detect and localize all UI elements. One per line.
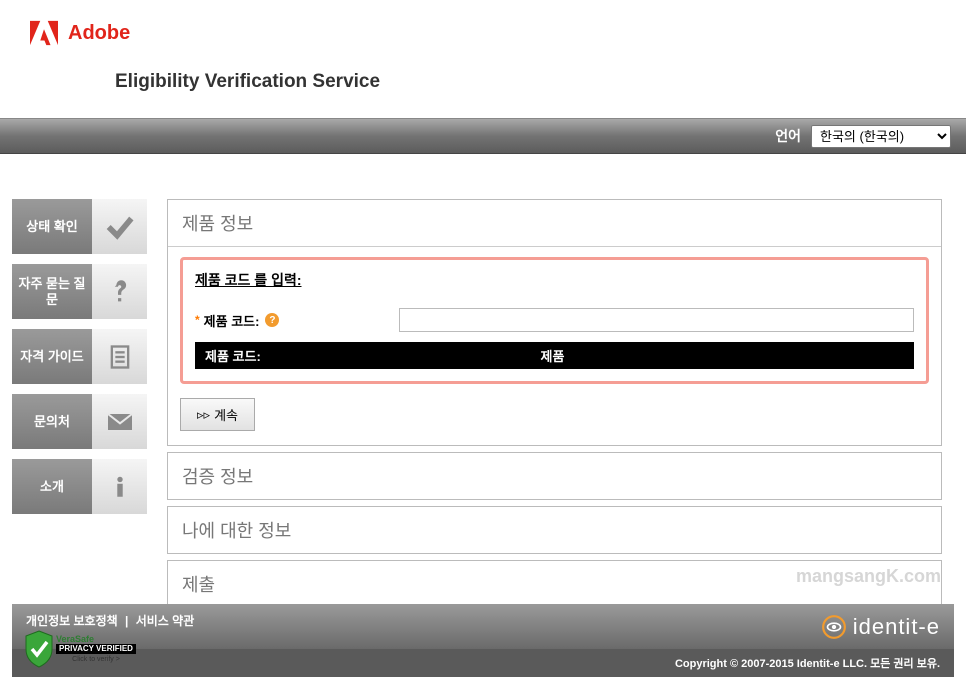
panel-title: 나에 대한 정보: [168, 507, 941, 553]
seal-verified: PRIVACY VERIFIED: [56, 644, 136, 654]
adobe-logo-icon: [30, 20, 58, 46]
privacy-link[interactable]: 개인정보 보호정책: [26, 614, 118, 628]
continue-label: 계속: [214, 405, 238, 424]
language-label: 언어: [775, 126, 801, 146]
seal-brand: VeraSafe: [56, 635, 136, 644]
shield-icon: [22, 629, 56, 669]
identite-text: identit-e: [853, 614, 940, 640]
sidebar-item-label: 문의처: [12, 394, 92, 449]
sidebar-item-contact[interactable]: 문의처: [12, 394, 147, 449]
help-icon[interactable]: ?: [265, 313, 279, 327]
main-content: 제품 정보 제품 코드 를 입력: * 제품 코드: ? 제품 코드: 제품: [167, 199, 942, 614]
terms-link[interactable]: 서비스 약관: [136, 614, 195, 628]
document-icon: [92, 329, 147, 384]
seal-text: VeraSafe PRIVACY VERIFIED Click to verif…: [56, 635, 136, 663]
brand-name: Adobe: [68, 22, 130, 45]
sidebar-item-faq[interactable]: 자주 묻는 질문: [12, 264, 147, 319]
arrow-icon: ▹▹: [197, 407, 210, 423]
header: Adobe Eligibility Verification Service: [0, 0, 966, 118]
panel-product-info: 제품 정보 제품 코드 를 입력: * 제품 코드: ? 제품 코드: 제품: [167, 199, 942, 446]
table-col-code: 제품 코드:: [205, 346, 541, 365]
panel-title: 제품 정보: [168, 200, 941, 247]
verasafe-seal[interactable]: VeraSafe PRIVACY VERIFIED Click to verif…: [22, 629, 136, 669]
footer-links: 개인정보 보호정책 | 서비스 약관: [26, 610, 194, 629]
separator: |: [125, 614, 128, 628]
product-code-row: * 제품 코드: ?: [195, 308, 914, 332]
content-area: 상태 확인 자주 묻는 질문 자격 가이드 문의처 소개: [0, 189, 966, 614]
sidebar-item-label: 상태 확인: [12, 199, 92, 254]
sidebar-item-guide[interactable]: 자격 가이드: [12, 329, 147, 384]
question-icon: [92, 264, 147, 319]
required-star: *: [195, 313, 200, 327]
product-code-input[interactable]: [399, 308, 914, 332]
mail-icon: [92, 394, 147, 449]
continue-button[interactable]: ▹▹ 계속: [180, 398, 255, 431]
panel-body: 제품 코드 를 입력: * 제품 코드: ? 제품 코드: 제품 ▹▹ 계속: [168, 247, 941, 445]
form-title: 제품 코드 를 입력:: [195, 270, 914, 290]
service-title: Eligibility Verification Service: [115, 71, 936, 93]
identite-logo: identit-e: [821, 614, 940, 640]
language-bar: 언어 한국의 (한국의): [0, 118, 966, 154]
copyright: Copyright © 2007-2015 Identit-e LLC. 모든 …: [12, 649, 954, 677]
seal-cta: Click to verify >: [56, 656, 136, 663]
panel-verification-info[interactable]: 검증 정보: [167, 452, 942, 500]
panel-title: 검증 정보: [168, 453, 941, 499]
table-col-product: 제품: [541, 346, 904, 365]
footer: 개인정보 보호정책 | 서비스 약관 identit-e Copyright ©…: [12, 604, 954, 677]
watermark: mangsangK.com: [796, 566, 941, 587]
eye-icon: [821, 614, 847, 640]
product-code-label: 제품 코드:: [204, 311, 260, 330]
sidebar: 상태 확인 자주 묻는 질문 자격 가이드 문의처 소개: [12, 199, 147, 514]
sidebar-item-about[interactable]: 소개: [12, 459, 147, 514]
panel-about-me[interactable]: 나에 대한 정보: [167, 506, 942, 554]
sidebar-item-label: 자주 묻는 질문: [12, 264, 92, 319]
sidebar-item-label: 자격 가이드: [12, 329, 92, 384]
language-select[interactable]: 한국의 (한국의): [811, 125, 951, 148]
product-code-form: 제품 코드 를 입력: * 제품 코드: ? 제품 코드: 제품: [180, 257, 929, 384]
check-icon: [92, 199, 147, 254]
info-icon: [92, 459, 147, 514]
footer-top: 개인정보 보호정책 | 서비스 약관 identit-e: [12, 604, 954, 649]
sidebar-item-status[interactable]: 상태 확인: [12, 199, 147, 254]
logo-row: Adobe: [30, 20, 936, 46]
sidebar-item-label: 소개: [12, 459, 92, 514]
product-table-header: 제품 코드: 제품: [195, 342, 914, 369]
